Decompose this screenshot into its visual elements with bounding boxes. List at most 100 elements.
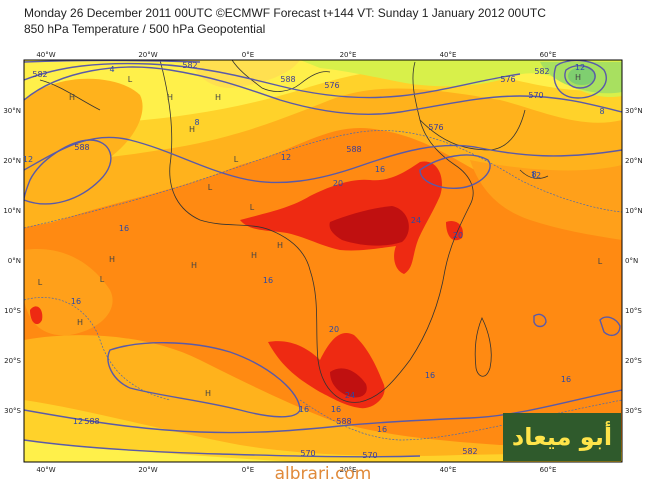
geopotential-label: 570 xyxy=(528,91,543,100)
geopotential-label: 588 xyxy=(74,143,89,152)
chart-title: Monday 26 December 2011 00UTC ©ECMWF For… xyxy=(24,6,546,20)
latitude-ticks-left: 30°N 20°N 10°N 0°N 10°S 20°S 30°S xyxy=(3,107,21,415)
temperature-label: 16 xyxy=(425,371,435,380)
longitude-tick-label: 0°E xyxy=(242,466,254,474)
temperature-patch-atlantic xyxy=(24,249,113,336)
geopotential-label: 582 xyxy=(182,61,197,70)
temperature-label: 24 xyxy=(411,216,421,225)
temperature-label: 12 xyxy=(575,63,585,72)
latitude-tick-label: 20°N xyxy=(625,157,643,165)
pressure-mark: L xyxy=(128,75,133,84)
pressure-mark: L xyxy=(234,155,239,164)
geopotential-label: 582 xyxy=(534,67,549,76)
pressure-mark: H xyxy=(205,389,211,398)
longitude-tick-label: 60°E xyxy=(540,51,557,59)
longitude-tick-label: 20°E xyxy=(340,466,357,474)
temperature-label: 12 xyxy=(281,153,291,162)
temperature-label: 12 xyxy=(73,417,83,426)
geopotential-label: 570 xyxy=(300,449,315,458)
geopotential-label: 582 xyxy=(462,447,477,456)
temperature-label: 20 xyxy=(333,179,343,188)
longitude-ticks-top: 40°W 20°W 0°E 20°E 40°E 60°E xyxy=(36,51,556,59)
latitude-tick-label: 20°S xyxy=(4,357,21,365)
latitude-tick-label: 30°N xyxy=(3,107,21,115)
hot-zone-north-africa xyxy=(240,161,442,274)
pressure-mark: L xyxy=(38,278,43,287)
latitude-tick-label: 0°N xyxy=(8,257,21,265)
temperature-label: 16 xyxy=(119,224,129,233)
temperature-label: 8 xyxy=(531,170,536,179)
temperature-label: 24 xyxy=(345,391,355,400)
pressure-mark: H xyxy=(575,73,581,82)
hot-zone-east-africa xyxy=(446,220,463,241)
geopotential-label: 570 xyxy=(362,451,377,460)
temperature-label: 16 xyxy=(377,425,387,434)
geopotential-label: 588 xyxy=(84,417,99,426)
pressure-mark: L xyxy=(250,203,255,212)
geopotential-label: 588 xyxy=(346,145,361,154)
temperature-band-south-3 xyxy=(24,440,300,462)
longitude-tick-label: 60°E xyxy=(540,466,557,474)
pressure-mark: H xyxy=(189,125,195,134)
temperature-label: 16 xyxy=(375,165,385,174)
hot-patch-west xyxy=(30,306,43,325)
temperature-label: 4 xyxy=(109,65,114,74)
temperature-label: 20 xyxy=(329,325,339,334)
longitude-tick-label: 40°E xyxy=(440,51,457,59)
temperature-label: 16 xyxy=(263,276,273,285)
cold-pool-light xyxy=(300,60,622,98)
temperature-band-8 xyxy=(24,60,622,123)
latitude-tick-label: 20°N xyxy=(3,157,21,165)
cold-core xyxy=(568,67,596,85)
temperature-label: 16 xyxy=(561,375,571,384)
latitude-ticks-right: 30°N 20°N 10°N 0°N 10°S 20°S 30°S xyxy=(625,107,643,415)
temperature-label: 16 xyxy=(71,297,81,306)
temperature-label: 12 xyxy=(531,171,541,180)
chart-subtitle: 850 hPa Temperature / 500 hPa Geopotenti… xyxy=(24,22,266,36)
pressure-mark: H xyxy=(77,318,83,327)
geopotential-label: 582 xyxy=(32,70,47,79)
pressure-mark: H xyxy=(251,251,257,260)
coastlines xyxy=(39,60,549,403)
latitude-tick-label: 10°S xyxy=(4,307,21,315)
longitude-tick-label: 0°E xyxy=(242,51,254,59)
longitude-tick-label: 40°E xyxy=(440,466,457,474)
geopotential-label: 576 xyxy=(428,123,443,132)
latitude-tick-label: 20°S xyxy=(625,357,642,365)
longitude-ticks-bottom: 40°W 20°W 0°E 20°E 40°E 60°E xyxy=(36,466,556,474)
temperature-label: 16 xyxy=(331,405,341,414)
latitude-tick-label: 10°N xyxy=(3,207,21,215)
hot-core-north-africa xyxy=(329,206,409,246)
temperature-patch-indian xyxy=(470,160,622,240)
latitude-tick-label: 10°N xyxy=(625,207,643,215)
geopotential-label: 588 xyxy=(336,417,351,426)
geopotential-label: 576 xyxy=(324,81,339,90)
temperature-band-south-2 xyxy=(24,400,622,462)
longitude-tick-label: 40°W xyxy=(36,51,55,59)
pressure-mark: L xyxy=(100,275,105,284)
pressure-mark: H xyxy=(191,261,197,270)
latitude-tick-label: 0°N xyxy=(625,257,638,265)
latitude-tick-label: 30°N xyxy=(625,107,643,115)
pressure-center-marks: H H H H L L L H H H H L L L H H L H xyxy=(38,73,603,398)
temperature-label: 12 xyxy=(23,155,33,164)
pressure-mark: L xyxy=(208,183,213,192)
longitude-tick-label: 20°E xyxy=(340,51,357,59)
latitude-tick-label: 30°S xyxy=(625,407,642,415)
temperature-label: 16 xyxy=(299,405,309,414)
logo-text: أبو ميعاد xyxy=(511,423,613,451)
map-frame xyxy=(23,59,623,463)
map-fields xyxy=(24,60,622,462)
logo: أبو ميعاد xyxy=(503,413,621,461)
pressure-mark: L xyxy=(598,257,603,266)
pressure-mark: H xyxy=(167,93,173,102)
geopotential-label: 588 xyxy=(280,75,295,84)
temperature-label: 20 xyxy=(453,231,463,240)
latitude-tick-label: 30°S xyxy=(4,407,21,415)
temperature-label: 8 xyxy=(599,107,604,116)
latitude-tick-label: 10°S xyxy=(625,307,642,315)
pressure-mark: H xyxy=(69,93,75,102)
pressure-mark: H xyxy=(215,93,221,102)
